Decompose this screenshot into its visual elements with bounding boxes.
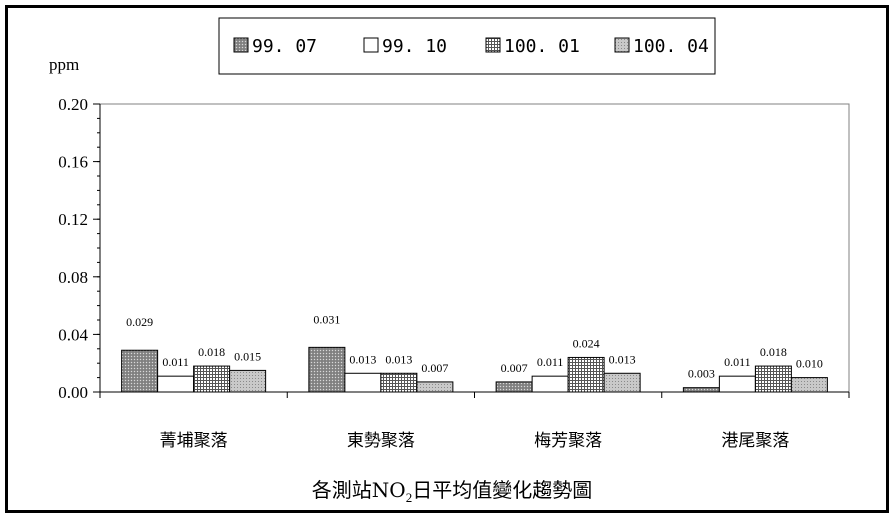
category-label: 菁埔聚落 xyxy=(160,431,228,451)
bar-99-07 xyxy=(495,381,533,393)
data-label: 0.018 xyxy=(760,345,787,359)
data-label: 0.013 xyxy=(349,352,376,366)
y-tick-label: 0.16 xyxy=(58,153,88,172)
data-label: 0.007 xyxy=(501,361,528,375)
legend-label: 100. 01 xyxy=(504,36,580,57)
data-label: 0.013 xyxy=(385,352,412,366)
y-tick-label: 0.00 xyxy=(58,383,88,402)
data-label: 0.024 xyxy=(573,336,600,350)
legend-swatch xyxy=(363,37,379,53)
bar-100-01 xyxy=(193,365,231,393)
bars xyxy=(121,346,828,393)
bar-99-07 xyxy=(308,346,346,393)
legend-box xyxy=(218,17,716,75)
legend-label: 99. 07 xyxy=(252,36,317,57)
bar-99-10 xyxy=(344,372,382,393)
data-label: 0.029 xyxy=(126,315,153,329)
legend-swatch xyxy=(614,37,630,53)
category-label: 東勢聚落 xyxy=(347,431,415,451)
bar-100-04 xyxy=(229,369,267,393)
data-label: 0.013 xyxy=(609,352,636,366)
bar-99-10 xyxy=(157,375,195,393)
chart-svg: 99. 07 99. 10 100. 01 100. 04 ppm 0.000.040… xyxy=(49,17,850,505)
bar-100-01 xyxy=(567,356,605,393)
bar-99-07 xyxy=(121,349,159,393)
y-tick-label: 0.04 xyxy=(58,325,88,344)
y-axis: 0.00 0.04 0.08 0.12 0.16 0.20 xyxy=(58,95,101,402)
y-tick-label: 0.12 xyxy=(58,210,88,229)
bar-99-10 xyxy=(531,375,569,393)
y-unit-label: ppm xyxy=(49,55,79,74)
data-label: 0.018 xyxy=(198,345,225,359)
data-label: 0.010 xyxy=(796,357,823,371)
plot-area xyxy=(99,103,850,393)
category-label: 梅芳聚落 xyxy=(534,431,602,451)
data-labels: 0.029 0.011 0.018 0.015 0.031 0.013 0.013 0.007… xyxy=(126,312,823,380)
data-label: 0.003 xyxy=(688,367,715,381)
bar-99-10 xyxy=(718,375,756,393)
bar-100-04 xyxy=(416,381,454,393)
chart-title: 各測站NO2日平均值變化趨勢圖 xyxy=(312,478,592,505)
data-label: 0.011 xyxy=(724,355,751,369)
bar-100-04 xyxy=(790,377,828,393)
bar-99-07 xyxy=(682,387,720,393)
x-axis: 菁埔聚落 東勢聚落 梅芳聚落 港尾聚落 xyxy=(99,391,850,451)
chart-frame: 99. 07 99. 10 100. 01 100. 04 ppm 0.00 0.04 0… xyxy=(5,5,889,513)
data-label: 0.011 xyxy=(537,355,564,369)
data-label: 0.031 xyxy=(313,312,340,326)
legend-label: 100. 04 xyxy=(633,36,709,57)
bar-100-01 xyxy=(754,365,792,393)
data-label: 0.007 xyxy=(421,361,448,375)
category-label: 港尾聚落 xyxy=(721,431,789,451)
bar-100-01 xyxy=(380,372,418,393)
y-tick-label: 0.08 xyxy=(58,268,88,287)
bar-100-04 xyxy=(603,372,641,393)
data-label: 0.011 xyxy=(162,355,189,369)
legend-swatch xyxy=(233,37,249,53)
legend: 99. 07 99. 10 100. 01 100. 04 xyxy=(233,36,709,57)
y-tick-label: 0.20 xyxy=(58,95,88,114)
data-label: 0.015 xyxy=(234,349,261,363)
legend-label: 99. 10 xyxy=(382,36,447,57)
legend-swatch xyxy=(485,37,501,53)
